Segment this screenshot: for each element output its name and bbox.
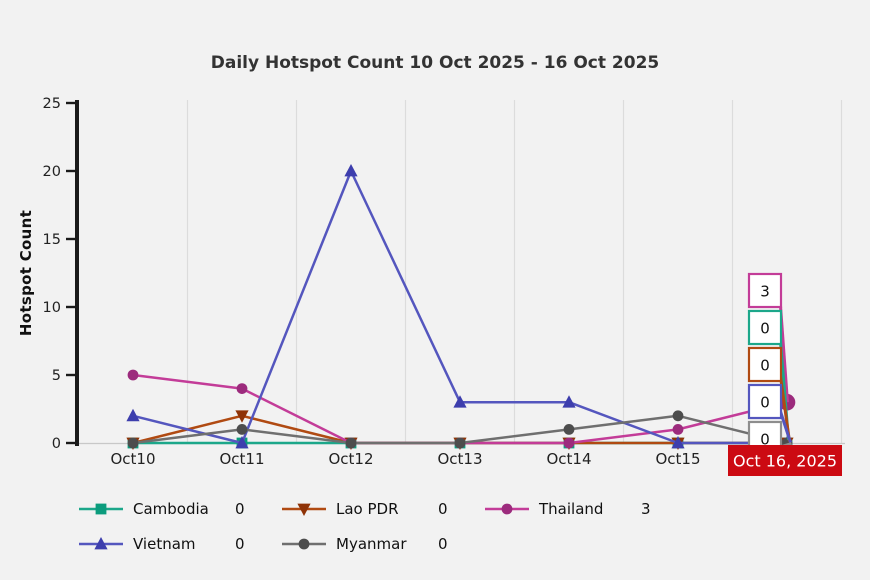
data-point	[345, 437, 357, 449]
vietnam-marker-icon	[79, 536, 123, 549]
legend-marker-shape	[501, 503, 513, 514]
hover-layer: 3 0 0 0 0	[747, 272, 796, 471]
legend-marker-shape	[94, 536, 108, 549]
cambodia-marker-icon	[79, 503, 123, 514]
thailand-marker-icon	[485, 503, 529, 514]
series-line	[132, 373, 788, 445]
legend-label: Lao PDR	[336, 499, 399, 518]
data-point	[672, 410, 684, 422]
data-point	[563, 424, 575, 435]
legend-item-lao-pdr[interactable]: Lao PDR 0	[281, 500, 484, 518]
legend-marker-shape	[95, 503, 107, 514]
hover-value-box-thailand: 3	[747, 272, 783, 309]
x-tick-label: Oct12	[328, 450, 373, 468]
hover-value-box	[747, 309, 783, 346]
chart-canvas[interactable]: 0 5 10 15 20 25 Oct10 Oct11 Oct12 Oct13 Oct14 Oct15…	[0, 0, 870, 490]
selected-date-label-bg	[728, 445, 842, 476]
x-tick-label: Oct11	[219, 450, 264, 468]
y-tick-label: 0	[52, 436, 61, 452]
legend-label: Vietnam	[133, 534, 196, 553]
data-point	[235, 436, 249, 449]
data-point	[236, 424, 248, 435]
hover-value-box-cambodia: 0	[747, 309, 783, 346]
legend-value: 3	[641, 499, 651, 518]
legend-label: Cambodia	[133, 499, 209, 518]
legend-value: 0	[438, 499, 448, 518]
hover-value-box	[747, 346, 783, 383]
legend-item-cambodia[interactable]: Cambodia 0	[78, 500, 281, 518]
legend-marker-shape	[297, 503, 311, 516]
data-point	[454, 437, 466, 449]
y-axis-title: Hotspot Count	[17, 209, 35, 337]
myanmar-marker-icon	[282, 538, 326, 549]
y-tick-label: 10	[43, 300, 61, 316]
data-point	[127, 369, 139, 381]
hover-value-box-lao-pdr: 0	[747, 346, 783, 383]
hover-value: 0	[760, 357, 770, 375]
x-tick-label: Oct14	[546, 450, 591, 468]
y-tick-label: 20	[43, 164, 61, 180]
hover-value: 0	[760, 394, 770, 412]
data-point	[672, 424, 684, 435]
data-point	[453, 395, 467, 408]
x-tick-label: Oct10	[110, 450, 155, 468]
selected-date-label: Oct 16, 2025	[733, 452, 837, 471]
legend-value: 0	[438, 534, 448, 553]
data-point	[126, 408, 140, 422]
hover-value-box	[747, 383, 783, 420]
legend-marker-shape	[298, 538, 310, 549]
lao-pdr-marker-icon	[282, 503, 326, 516]
legend-label: Myanmar	[336, 534, 407, 553]
legend-item-myanmar[interactable]: Myanmar 0	[281, 535, 484, 553]
hover-value: 0	[760, 431, 770, 449]
legend-item-vietnam[interactable]: Vietnam 0	[78, 535, 281, 553]
hover-value-box-vietnam: 0	[747, 383, 783, 420]
y-tick-label: 25	[43, 96, 61, 112]
data-point	[344, 164, 358, 177]
legend: Cambodia 0 Lao PDR 0 Thailand 3 Vietnam …	[78, 491, 724, 561]
chart-title: Daily Hotspot Count 10 Oct 2025 - 16 Oct…	[210, 53, 660, 73]
data-point	[671, 436, 685, 449]
series-thailand	[127, 369, 793, 449]
data-point	[563, 437, 575, 449]
x-tick-label: Oct13	[437, 450, 482, 468]
hover-value: 3	[760, 283, 770, 301]
legend-value: 0	[235, 499, 245, 518]
data-point	[127, 437, 139, 449]
hover-value-box	[747, 272, 783, 309]
data-point	[235, 410, 249, 423]
legend-item-thailand[interactable]: Thailand 3	[484, 500, 724, 518]
x-tick-label: Oct15	[655, 450, 700, 468]
data-point	[236, 383, 248, 394]
data-point	[562, 395, 576, 408]
hover-value: 0	[760, 320, 770, 338]
legend-value: 0	[235, 534, 245, 553]
legend-label: Thailand	[539, 499, 604, 518]
y-tick-label: 15	[43, 232, 61, 248]
series-vietnam	[126, 164, 794, 449]
y-tick-label: 5	[52, 368, 61, 384]
